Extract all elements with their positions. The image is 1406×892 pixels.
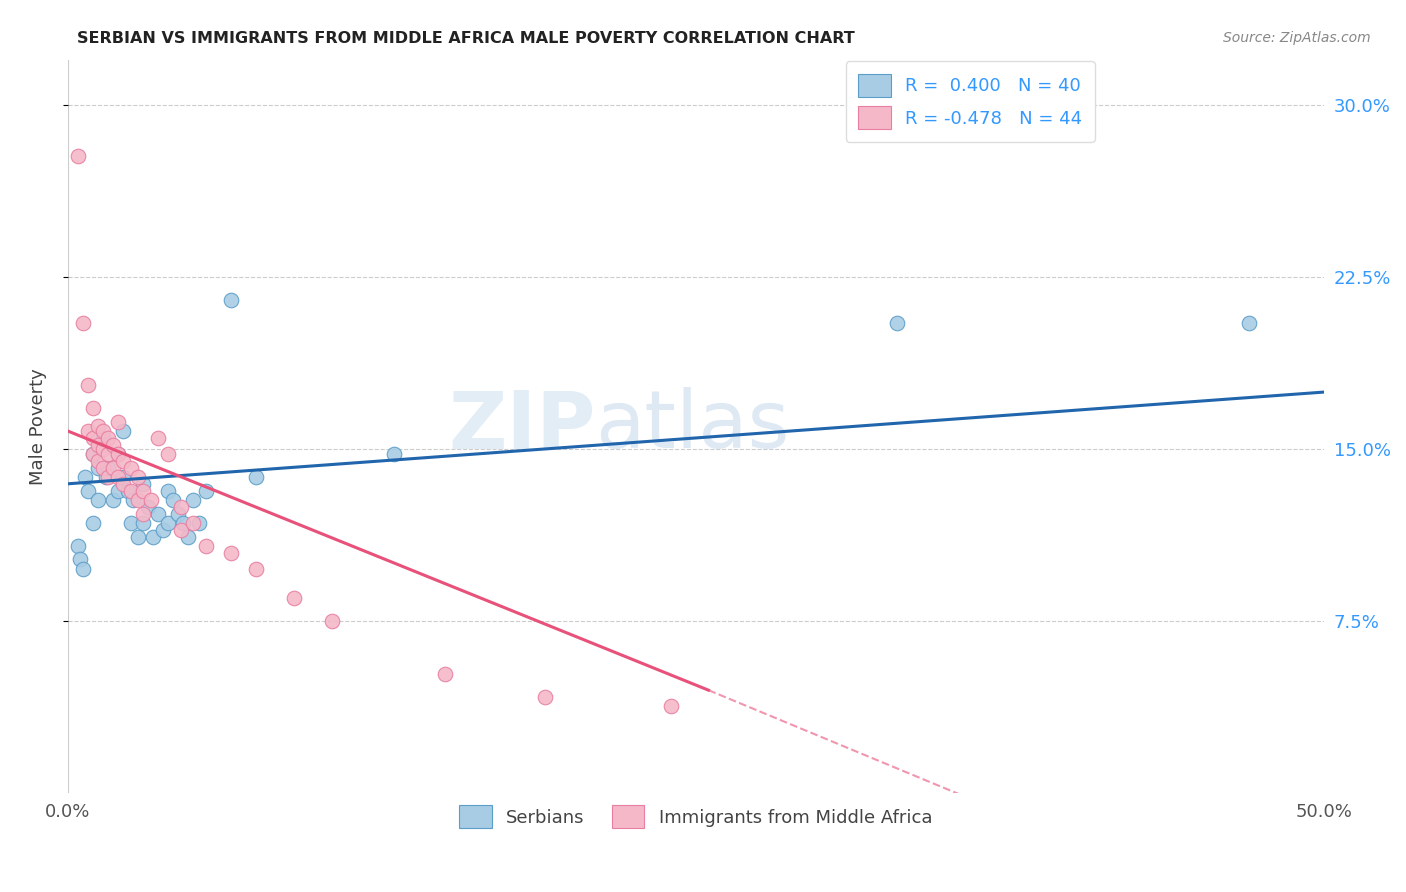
Point (195, 483, 218, 498)
Point (69, 552, 91, 566)
Point (117, 483, 139, 498)
Point (534, 690, 557, 704)
Text: Source: ZipAtlas.com: Source: ZipAtlas.com (1223, 31, 1371, 45)
Point (132, 507, 155, 521)
Point (77, 424, 100, 438)
Point (120, 460, 142, 475)
Point (245, 561, 267, 575)
Point (139, 492, 162, 507)
Point (91, 431, 114, 445)
Text: atlas: atlas (595, 387, 790, 466)
Point (87, 460, 110, 475)
Point (87, 438, 110, 452)
Point (433, 667, 456, 681)
Point (72, 561, 94, 575)
Point (245, 470, 267, 484)
Point (82, 447, 104, 461)
Point (97, 447, 120, 461)
Point (107, 483, 129, 498)
Point (97, 460, 120, 475)
Point (1237, 316, 1260, 330)
Point (82, 401, 104, 416)
Point (91, 460, 114, 475)
Point (187, 516, 209, 530)
Point (321, 615, 343, 629)
Point (72, 316, 94, 330)
Point (183, 492, 205, 507)
Point (82, 516, 104, 530)
Point (157, 447, 180, 461)
Point (75, 470, 97, 484)
Point (112, 424, 135, 438)
Point (101, 492, 124, 507)
Point (170, 523, 193, 537)
Point (148, 431, 170, 445)
Point (77, 483, 100, 498)
Point (384, 447, 406, 461)
Point (112, 454, 135, 468)
Point (120, 516, 142, 530)
Point (82, 447, 104, 461)
Point (127, 470, 149, 484)
Point (87, 454, 110, 468)
Point (91, 424, 114, 438)
Point (87, 419, 110, 434)
Point (886, 316, 908, 330)
Point (167, 507, 190, 521)
Point (82, 431, 104, 445)
Point (195, 539, 218, 553)
Point (87, 492, 110, 507)
Point (219, 545, 242, 559)
Point (91, 442, 114, 457)
Point (97, 470, 120, 484)
Text: ZIP: ZIP (449, 387, 595, 466)
Point (122, 492, 145, 507)
Point (659, 699, 682, 714)
Point (162, 492, 184, 507)
Point (157, 483, 180, 498)
Point (132, 476, 155, 491)
Point (101, 460, 124, 475)
Y-axis label: Male Poverty: Male Poverty (30, 368, 46, 485)
Point (107, 470, 129, 484)
Point (219, 293, 242, 308)
Point (136, 500, 159, 514)
Point (77, 378, 100, 392)
Point (107, 447, 129, 461)
Point (170, 500, 193, 514)
Point (283, 591, 305, 606)
Point (172, 516, 194, 530)
Point (97, 431, 120, 445)
Point (132, 516, 155, 530)
Point (120, 483, 142, 498)
Point (177, 529, 200, 543)
Point (112, 470, 135, 484)
Point (127, 529, 149, 543)
Legend: Serbians, Immigrants from Middle Africa: Serbians, Immigrants from Middle Africa (453, 798, 939, 836)
Point (142, 529, 165, 543)
Point (127, 492, 149, 507)
Text: SERBIAN VS IMMIGRANTS FROM MIDDLE AFRICA MALE POVERTY CORRELATION CHART: SERBIAN VS IMMIGRANTS FROM MIDDLE AFRICA… (77, 31, 855, 46)
Point (112, 476, 135, 491)
Point (101, 438, 124, 452)
Point (183, 516, 205, 530)
Point (157, 516, 180, 530)
Point (107, 447, 129, 461)
Point (94, 470, 117, 484)
Point (66, 149, 89, 163)
Point (152, 523, 174, 537)
Point (148, 507, 170, 521)
Point (66, 539, 89, 553)
Point (107, 415, 129, 429)
Point (132, 483, 155, 498)
